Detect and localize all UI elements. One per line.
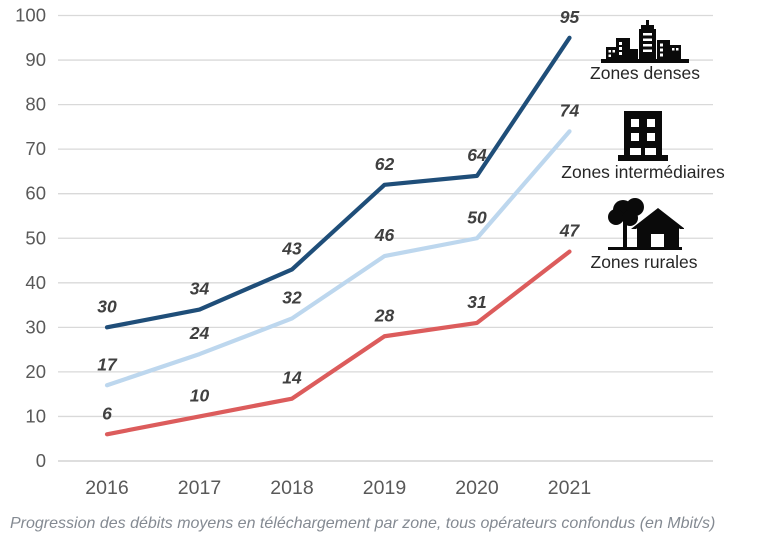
data-label: 31 [467, 292, 486, 312]
y-axis-tick-label: 50 [25, 227, 46, 248]
legend-zones-intermediaires: Zones intermédiaires [553, 111, 733, 182]
y-axis-tick-label: 10 [25, 405, 46, 426]
y-axis-tick-label: 20 [25, 361, 46, 382]
data-label: 17 [97, 354, 118, 374]
data-label: 62 [375, 154, 395, 174]
x-axis-tick-label: 2018 [270, 477, 313, 499]
data-label: 24 [189, 323, 210, 343]
city-skyline-icon [601, 20, 689, 63]
x-axis-tick-label: 2020 [455, 477, 499, 499]
series-line-zones-intermédiaires [104, 129, 572, 388]
data-label: 28 [374, 305, 395, 325]
x-axis-tick-label: 2017 [178, 477, 221, 499]
series-line-zones-denses [104, 35, 572, 330]
data-label: 50 [467, 207, 487, 227]
x-axis-tick-label: 2021 [548, 477, 591, 499]
chart-caption: Progression des débits moyens en télécha… [10, 515, 716, 532]
y-axis-tick-label: 30 [25, 316, 46, 337]
legend-zones-rurales: Zones rurales [564, 197, 724, 272]
y-axis-tick-label: 100 [15, 5, 46, 26]
legend-label-zones-denses: Zones denses [590, 63, 700, 83]
y-axis-tick-label: 60 [25, 183, 46, 204]
data-label: 74 [560, 100, 580, 120]
y-axis-tick-label: 70 [25, 138, 46, 159]
legend-label-zones-rurales: Zones rurales [590, 252, 698, 272]
data-label: 64 [467, 145, 487, 165]
data-label: 95 [560, 7, 580, 27]
x-axis-tick-label: 2016 [85, 477, 128, 499]
data-label: 6 [102, 403, 112, 423]
data-label: 43 [281, 238, 302, 258]
y-axis-tick-label: 40 [25, 272, 46, 293]
x-axis-tick-label: 2019 [363, 477, 406, 499]
data-label: 10 [190, 385, 210, 405]
legend-zones-denses: Zones denses [565, 20, 725, 83]
data-label: 14 [282, 368, 302, 388]
series-line-zones-rurales [104, 249, 572, 437]
y-axis-tick-label: 80 [25, 94, 46, 115]
data-label: 34 [190, 279, 210, 299]
y-axis-tick-label: 90 [25, 49, 46, 70]
data-label: 46 [374, 225, 395, 245]
data-label: 47 [559, 221, 581, 241]
data-label: 30 [97, 296, 117, 316]
legend-label-zones-intermediaires: Zones intermédiaires [561, 162, 725, 182]
data-label: 32 [282, 287, 302, 307]
apartment-building-icon [618, 111, 668, 161]
y-axis-tick-label: 0 [36, 450, 46, 471]
house-and-tree-icon [608, 198, 684, 250]
